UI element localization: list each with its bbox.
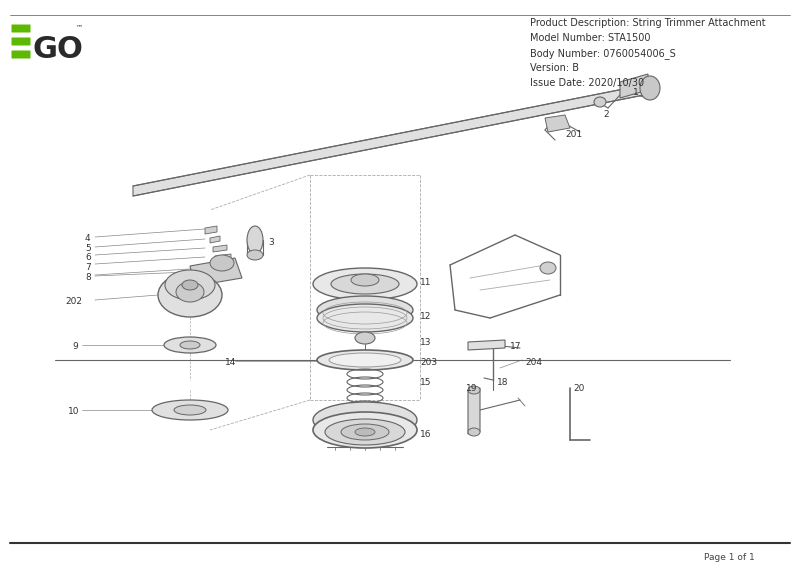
Ellipse shape — [640, 76, 660, 100]
Text: 14: 14 — [225, 358, 236, 367]
Polygon shape — [205, 226, 217, 234]
Ellipse shape — [164, 337, 216, 353]
Text: Page 1 of 1: Page 1 of 1 — [704, 553, 755, 562]
Ellipse shape — [176, 282, 204, 302]
Text: 19: 19 — [466, 384, 478, 393]
Ellipse shape — [313, 268, 417, 300]
Text: Body Number: 0760054006_S: Body Number: 0760054006_S — [530, 48, 676, 59]
Polygon shape — [468, 340, 505, 350]
Ellipse shape — [247, 250, 263, 260]
Text: GO: GO — [33, 36, 84, 64]
Polygon shape — [190, 258, 242, 286]
Text: 9: 9 — [72, 342, 78, 351]
Polygon shape — [213, 245, 227, 252]
Ellipse shape — [355, 332, 375, 344]
Text: Issue Date: 2020/10/30: Issue Date: 2020/10/30 — [530, 78, 644, 88]
Text: 13: 13 — [420, 338, 431, 347]
Text: 2: 2 — [603, 110, 609, 119]
Ellipse shape — [468, 428, 480, 436]
FancyBboxPatch shape — [11, 51, 30, 59]
Ellipse shape — [329, 353, 401, 367]
Polygon shape — [210, 236, 220, 243]
Ellipse shape — [313, 402, 417, 438]
Ellipse shape — [325, 419, 405, 445]
Text: 201: 201 — [565, 130, 582, 139]
Ellipse shape — [174, 405, 206, 415]
Text: 6: 6 — [85, 253, 90, 262]
Ellipse shape — [317, 304, 413, 332]
Ellipse shape — [341, 424, 389, 440]
Polygon shape — [468, 388, 480, 434]
Text: 3: 3 — [268, 238, 274, 247]
Polygon shape — [133, 85, 644, 196]
Text: ™: ™ — [76, 24, 83, 30]
Ellipse shape — [317, 296, 413, 324]
Ellipse shape — [152, 400, 228, 420]
Polygon shape — [215, 254, 231, 261]
Ellipse shape — [355, 428, 375, 436]
Text: 18: 18 — [497, 378, 509, 387]
Ellipse shape — [540, 262, 556, 274]
Text: 4: 4 — [85, 234, 90, 243]
Polygon shape — [620, 74, 648, 98]
Text: 7: 7 — [85, 263, 90, 272]
Ellipse shape — [468, 386, 480, 394]
Text: 12: 12 — [420, 312, 431, 321]
Ellipse shape — [317, 350, 413, 370]
Text: 20: 20 — [573, 384, 584, 393]
Text: Product Description: String Trimmer Attachment: Product Description: String Trimmer Atta… — [530, 18, 766, 28]
Ellipse shape — [351, 274, 379, 286]
Text: 204: 204 — [525, 358, 542, 367]
Text: 5: 5 — [85, 244, 90, 253]
Text: 17: 17 — [510, 342, 522, 351]
Text: 8: 8 — [85, 273, 90, 282]
Text: Model Number: STA1500: Model Number: STA1500 — [530, 33, 650, 43]
FancyBboxPatch shape — [11, 37, 30, 46]
Ellipse shape — [165, 270, 215, 300]
Text: 203: 203 — [420, 358, 437, 367]
Ellipse shape — [180, 341, 200, 349]
Text: Version: B: Version: B — [530, 63, 579, 73]
Ellipse shape — [247, 226, 263, 254]
Polygon shape — [545, 115, 570, 132]
Ellipse shape — [313, 412, 417, 448]
Text: 202: 202 — [65, 297, 82, 306]
Ellipse shape — [594, 97, 606, 107]
Ellipse shape — [158, 273, 222, 317]
FancyBboxPatch shape — [11, 24, 30, 33]
Ellipse shape — [331, 274, 399, 294]
Text: 10: 10 — [68, 407, 79, 416]
Text: 16: 16 — [420, 430, 431, 439]
Text: 11: 11 — [420, 278, 431, 287]
Ellipse shape — [210, 255, 234, 271]
Ellipse shape — [182, 280, 198, 290]
Text: 15: 15 — [420, 378, 431, 387]
Text: 1: 1 — [633, 88, 638, 97]
